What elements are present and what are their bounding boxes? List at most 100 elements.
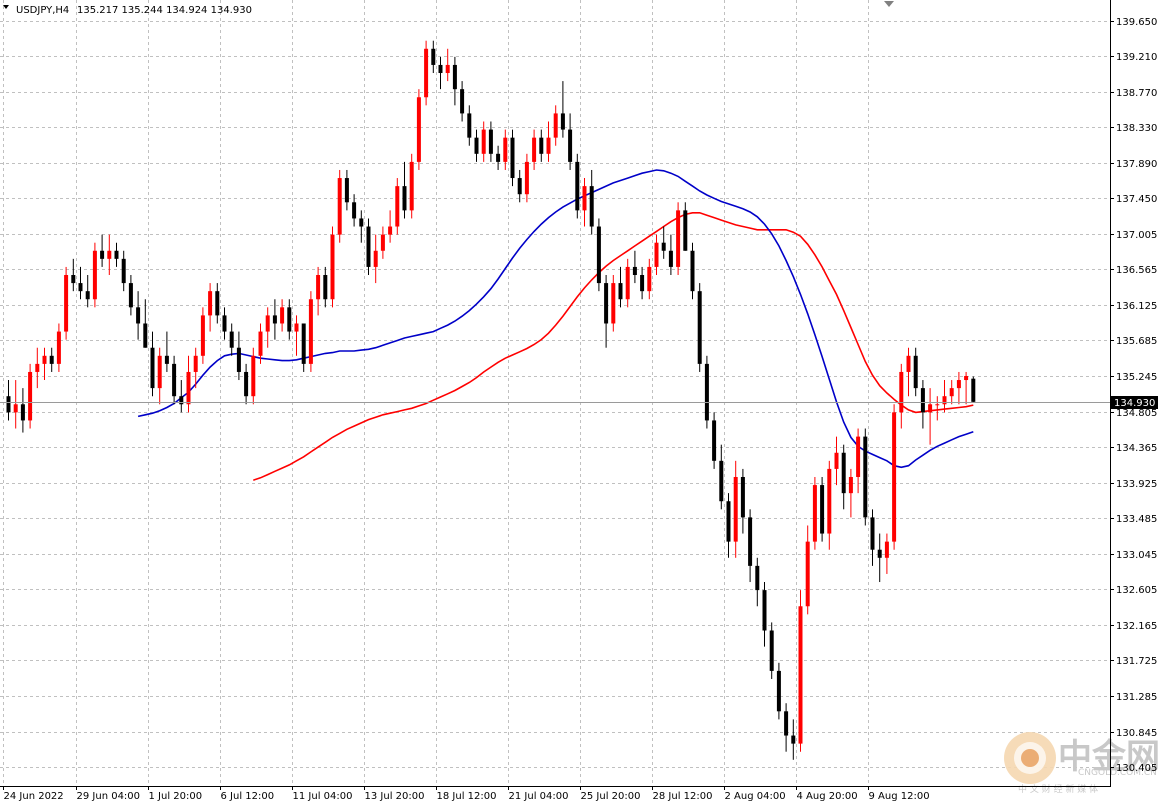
- candle: [928, 388, 933, 445]
- candle-body: [395, 186, 400, 227]
- candle: [560, 81, 565, 138]
- candle-body: [719, 460, 724, 502]
- candle: [618, 266, 623, 308]
- candle-body: [308, 299, 313, 364]
- watermark-brand: 中金网: [1058, 737, 1160, 777]
- candle-body: [748, 517, 753, 566]
- candle-body: [121, 258, 126, 284]
- candle-body: [726, 501, 731, 542]
- candle: [431, 40, 436, 74]
- candle: [820, 476, 825, 542]
- candle: [92, 242, 97, 308]
- time-tick-label: 28 Jul 12:00: [653, 791, 713, 802]
- candle: [424, 40, 429, 106]
- candle: [222, 307, 227, 340]
- candle: [697, 283, 702, 372]
- ma-fast-line: [137, 169, 974, 469]
- candle-body: [863, 436, 868, 518]
- candle-body: [661, 242, 666, 251]
- candle: [64, 266, 69, 340]
- candle: [964, 371, 969, 405]
- candle: [863, 428, 868, 526]
- candle: [971, 376, 976, 403]
- candle: [229, 323, 234, 356]
- price-tick-label: 133.045: [1116, 550, 1157, 561]
- candle: [49, 347, 54, 372]
- candle-body: [114, 250, 119, 259]
- candle-body: [870, 517, 875, 550]
- candle: [942, 380, 947, 413]
- candle: [848, 468, 853, 518]
- candle-body: [452, 64, 457, 90]
- collapse-triangle-icon: [3, 5, 9, 9]
- candle: [316, 266, 321, 316]
- candle: [100, 234, 105, 267]
- time-axis: 24 Jun 2022 29 Jun 04:00 1 Jul 20:00 6 Jul …: [3, 786, 930, 802]
- candle: [366, 218, 371, 276]
- candle: [35, 347, 40, 389]
- scroll-marker-icon: [884, 1, 894, 7]
- candle: [949, 380, 954, 405]
- candle: [85, 275, 90, 308]
- price-tick-label: 135.685: [1116, 336, 1157, 347]
- candle: [143, 299, 148, 348]
- candle: [6, 380, 11, 421]
- time-tick-label: 9 Aug 12:00: [869, 791, 930, 802]
- candle-body: [222, 315, 227, 332]
- candle: [359, 210, 364, 243]
- time-tick-label: 21 Jul 04:00: [509, 791, 569, 802]
- candle-body: [553, 113, 558, 138]
- candle: [395, 178, 400, 235]
- candle-body: [316, 275, 321, 300]
- candle: [121, 250, 126, 292]
- candle-body: [402, 186, 407, 211]
- candle-body: [611, 283, 616, 324]
- candle: [28, 363, 33, 429]
- price-tick-label: 134.365: [1116, 443, 1157, 454]
- candle-body: [784, 711, 789, 736]
- candle-body: [179, 396, 184, 405]
- time-tick-label: 2 Aug 04:00: [725, 791, 786, 802]
- candle-body: [42, 355, 47, 364]
- candle-body: [935, 404, 940, 406]
- candle-body: [474, 137, 479, 154]
- watermark-slogan: 中 文 财 经 新 媒 体: [1018, 783, 1098, 795]
- candle: [640, 266, 645, 300]
- candle: [20, 388, 25, 433]
- candle: [438, 56, 443, 90]
- candle: [380, 226, 385, 259]
- candle-body: [582, 186, 587, 211]
- candle: [546, 121, 551, 162]
- candle-body: [460, 89, 465, 114]
- candle-body: [618, 283, 623, 300]
- candle: [755, 557, 760, 607]
- candle-body: [834, 452, 839, 469]
- price-tick-label: 131.725: [1116, 656, 1157, 667]
- chart-header: USDJPY,H4 135.217 135.244 134.924 134.93…: [3, 1, 894, 16]
- candle-body: [445, 64, 450, 74]
- price-tick-label: 130.405: [1116, 763, 1157, 774]
- candle-body: [229, 331, 234, 348]
- price-tick-label: 139.210: [1116, 52, 1157, 63]
- candle: [704, 355, 709, 429]
- candle-body: [143, 323, 148, 348]
- candle: [604, 275, 609, 348]
- candle: [647, 258, 652, 300]
- candle: [352, 194, 357, 227]
- candle: [488, 121, 493, 162]
- candle-body: [884, 541, 889, 558]
- candle-body: [762, 590, 767, 631]
- candle-body: [812, 485, 817, 542]
- price-tick-label: 136.125: [1116, 301, 1157, 312]
- candle: [611, 275, 616, 332]
- candle-body: [503, 137, 508, 162]
- candle: [294, 315, 299, 356]
- candle-body: [330, 234, 335, 300]
- candle-body: [647, 266, 652, 292]
- symbol-label: USDJPY,H4: [16, 5, 69, 16]
- candle-body: [431, 48, 436, 65]
- candle: [150, 331, 155, 397]
- candle-body: [690, 250, 695, 292]
- candle: [589, 169, 594, 235]
